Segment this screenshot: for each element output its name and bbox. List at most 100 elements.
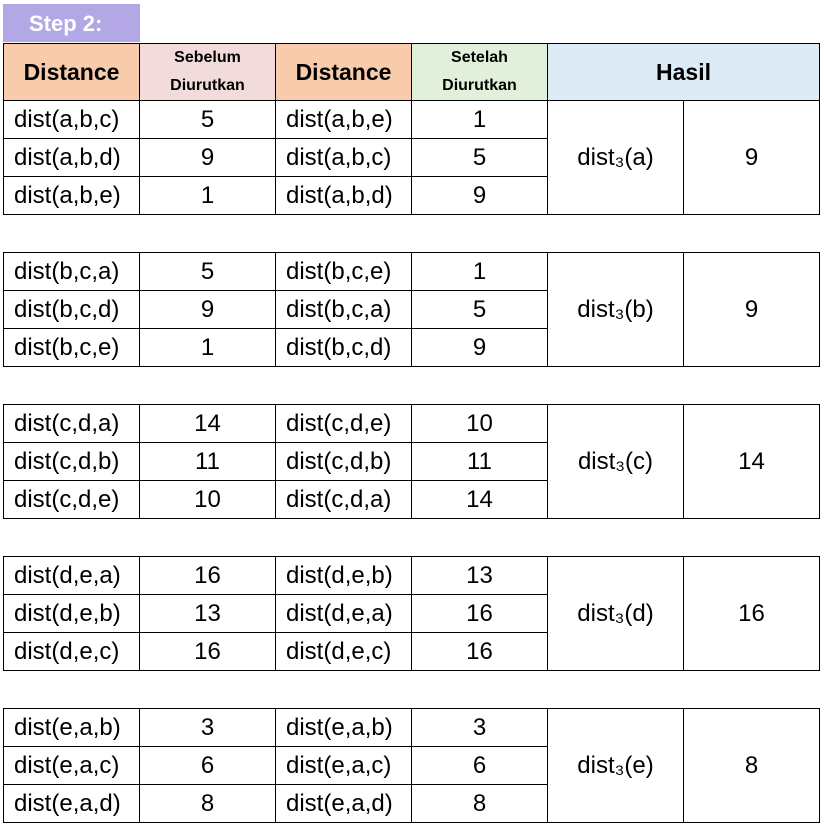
before-name: dist(a,b,d)	[3, 138, 140, 177]
before-name: dist(c,d,e)	[3, 480, 140, 519]
before-name: dist(e,a,d)	[3, 784, 140, 823]
result-value: 8	[683, 708, 820, 823]
after-value: 8	[411, 784, 548, 823]
header-distance-before: Distance	[3, 43, 140, 101]
table-row: dist(e,a,b) 3 dist(e,a,b) 3 dist₃(e) 8	[3, 708, 820, 823]
after-value: 9	[411, 328, 548, 367]
after-name: dist(d,e,c)	[275, 632, 412, 671]
table-row: dist(c,d,a) 14 dist(c,d,e) 10 dist₃(c) 1…	[3, 404, 820, 519]
distance-table-a: Distance Sebelum Diurutkan Distance Sete…	[3, 43, 820, 215]
header-distance-after: Distance	[275, 43, 412, 101]
result-value: 9	[683, 252, 820, 367]
before-name: dist(a,b,c)	[3, 100, 140, 139]
after-value: 16	[411, 632, 548, 671]
before-value: 1	[139, 328, 276, 367]
table-row: dist(e,a,d) 8 dist(e,a,d) 8	[3, 784, 820, 823]
after-value: 13	[411, 556, 548, 595]
header-before-sorted: Sebelum Diurutkan	[139, 43, 276, 101]
after-value: 16	[411, 594, 548, 633]
result-value: 16	[683, 556, 820, 671]
after-name: dist(b,c,e)	[275, 252, 412, 291]
after-name: dist(d,e,b)	[275, 556, 412, 595]
before-value: 3	[139, 708, 276, 747]
after-name: dist(e,a,d)	[275, 784, 412, 823]
table-row: dist(b,c,d) 9 dist(b,c,a) 5	[3, 290, 820, 329]
before-value: 8	[139, 784, 276, 823]
before-name: dist(d,e,a)	[3, 556, 140, 595]
before-value: 13	[139, 594, 276, 633]
after-name: dist(a,b,c)	[275, 138, 412, 177]
after-value: 9	[411, 176, 548, 215]
before-value: 16	[139, 556, 276, 595]
result-value: 9	[683, 100, 820, 215]
before-value: 9	[139, 138, 276, 177]
table-row: dist(a,b,e) 1 dist(a,b,d) 9	[3, 176, 820, 215]
before-value: 5	[139, 100, 276, 139]
after-value: 3	[411, 708, 548, 747]
after-name: dist(b,c,a)	[275, 290, 412, 329]
result-label: dist₃(b)	[547, 252, 684, 367]
after-name: dist(a,b,d)	[275, 176, 412, 215]
before-value: 6	[139, 746, 276, 785]
table-row: dist(d,e,a) 16 dist(d,e,b) 13 dist₃(d) 1…	[3, 556, 820, 671]
before-name: dist(c,d,b)	[3, 442, 140, 481]
after-name: dist(c,d,a)	[275, 480, 412, 519]
result-label: dist₃(e)	[547, 708, 684, 823]
before-value: 14	[139, 404, 276, 443]
before-name: dist(b,c,d)	[3, 290, 140, 329]
before-name: dist(e,a,c)	[3, 746, 140, 785]
header-after-line1: Setelah	[451, 49, 508, 66]
before-name: dist(d,e,c)	[3, 632, 140, 671]
header-after-sorted: Setelah Diurutkan	[411, 43, 548, 101]
after-name: dist(c,d,e)	[275, 404, 412, 443]
header-before-line2: Diurutkan	[170, 77, 245, 94]
before-name: dist(d,e,b)	[3, 594, 140, 633]
after-name: dist(b,c,d)	[275, 328, 412, 367]
header-result: Hasil	[547, 43, 820, 101]
after-name: dist(e,a,c)	[275, 746, 412, 785]
distance-table-d: dist(d,e,a) 16 dist(d,e,b) 13 dist₃(d) 1…	[3, 556, 820, 671]
result-label: dist₃(d)	[547, 556, 684, 671]
after-value: 1	[411, 100, 548, 139]
after-value: 1	[411, 252, 548, 291]
table-row: dist(d,e,c) 16 dist(d,e,c) 16	[3, 632, 820, 671]
before-value: 10	[139, 480, 276, 519]
before-name: dist(b,c,a)	[3, 252, 140, 291]
after-name: dist(c,d,b)	[275, 442, 412, 481]
table-row: dist(a,b,c) 5 dist(a,b,e) 1 dist₃(a) 9	[3, 100, 820, 215]
after-name: dist(a,b,e)	[275, 100, 412, 139]
table-row: dist(a,b,d) 9 dist(a,b,c) 5	[3, 138, 820, 177]
after-name: dist(e,a,b)	[275, 708, 412, 747]
before-value: 11	[139, 442, 276, 481]
header-before-line1: Sebelum	[174, 49, 241, 66]
result-label: dist₃(a)	[547, 100, 684, 215]
result-value: 14	[683, 404, 820, 519]
before-name: dist(a,b,e)	[3, 176, 140, 215]
before-value: 1	[139, 176, 276, 215]
table-row: dist(b,c,e) 1 dist(b,c,d) 9	[3, 328, 820, 367]
step-label: Step 2:	[3, 4, 140, 42]
header-after-line2: Diurutkan	[442, 77, 517, 94]
distance-table-c: dist(c,d,a) 14 dist(c,d,e) 10 dist₃(c) 1…	[3, 404, 820, 519]
table-row: dist(c,d,e) 10 dist(c,d,a) 14	[3, 480, 820, 519]
after-name: dist(d,e,a)	[275, 594, 412, 633]
before-value: 5	[139, 252, 276, 291]
table-row: dist(d,e,b) 13 dist(d,e,a) 16	[3, 594, 820, 633]
before-name: dist(c,d,a)	[3, 404, 140, 443]
header-row: Distance Sebelum Diurutkan Distance Sete…	[3, 43, 820, 101]
before-value: 9	[139, 290, 276, 329]
distance-table-e: dist(e,a,b) 3 dist(e,a,b) 3 dist₃(e) 8 d…	[3, 708, 820, 823]
distance-table-b: dist(b,c,a) 5 dist(b,c,e) 1 dist₃(b) 9 d…	[3, 252, 820, 367]
table-row: dist(b,c,a) 5 dist(b,c,e) 1 dist₃(b) 9	[3, 252, 820, 367]
before-name: dist(b,c,e)	[3, 328, 140, 367]
after-value: 6	[411, 746, 548, 785]
after-value: 14	[411, 480, 548, 519]
after-value: 10	[411, 404, 548, 443]
table-row: dist(c,d,b) 11 dist(c,d,b) 11	[3, 442, 820, 481]
before-value: 16	[139, 632, 276, 671]
result-label: dist₃(c)	[547, 404, 684, 519]
after-value: 5	[411, 290, 548, 329]
after-value: 5	[411, 138, 548, 177]
before-name: dist(e,a,b)	[3, 708, 140, 747]
after-value: 11	[411, 442, 548, 481]
